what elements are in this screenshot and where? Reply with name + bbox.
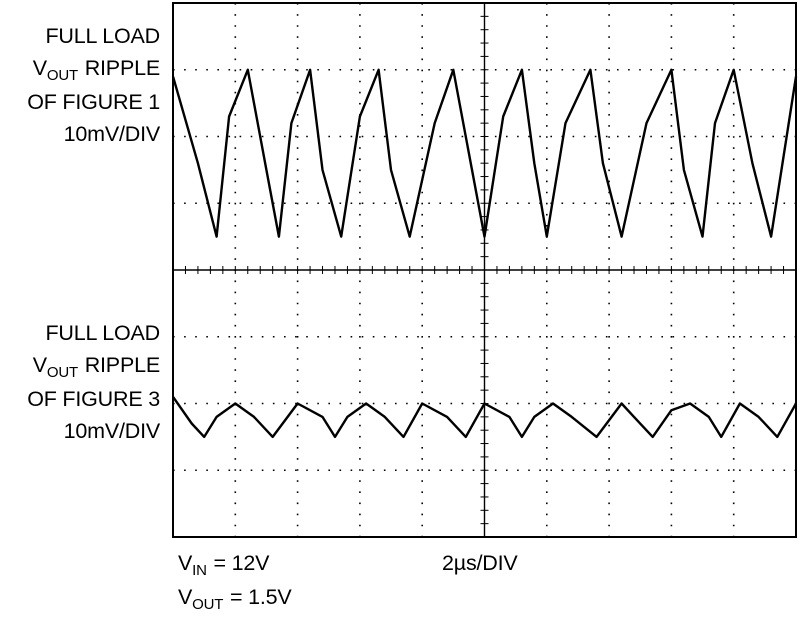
trace1-label-line1: FULL LOAD — [45, 24, 161, 48]
vin-label: VIN = 12V — [178, 551, 270, 578]
trace-1-waveform — [171, 68, 798, 238]
vout-symbol: V — [178, 585, 193, 609]
trace2-scale-label: 10mV/DIV — [63, 419, 161, 443]
trace2-vout-symbol: V — [32, 353, 47, 377]
vout-value: = 1.5V — [224, 585, 292, 609]
trace2-label-line2: VOUT RIPPLE — [32, 353, 160, 380]
trace1-vout-subscript: OUT — [46, 67, 78, 84]
vin-value: = 12V — [207, 551, 270, 575]
scope-traces — [171, 68, 798, 439]
scope-border — [172, 2, 797, 538]
vout-label: VOUT = 1.5V — [178, 585, 292, 612]
trace2-label-line3: OF FIGURE 3 — [27, 387, 160, 411]
vin-subscript: IN — [192, 562, 207, 579]
scope-grid — [172, 2, 797, 538]
trace1-label-line3: OF FIGURE 1 — [27, 90, 160, 114]
trace2-label-line1: FULL LOAD — [45, 321, 161, 345]
timebase-label: 2µs/DIV — [442, 551, 518, 575]
trace2-vout-subscript: OUT — [46, 364, 78, 381]
trace1-vout-symbol: V — [32, 56, 47, 80]
trace-2-waveform — [172, 396, 798, 439]
trace2-ripple-text: RIPPLE — [78, 353, 160, 377]
vin-symbol: V — [178, 551, 193, 575]
trace1-ripple-text: RIPPLE — [78, 56, 160, 80]
trace1-label-line2: VOUT RIPPLE — [32, 56, 160, 83]
vout-subscript: OUT — [192, 596, 224, 613]
trace1-scale-label: 10mV/DIV — [63, 122, 161, 146]
